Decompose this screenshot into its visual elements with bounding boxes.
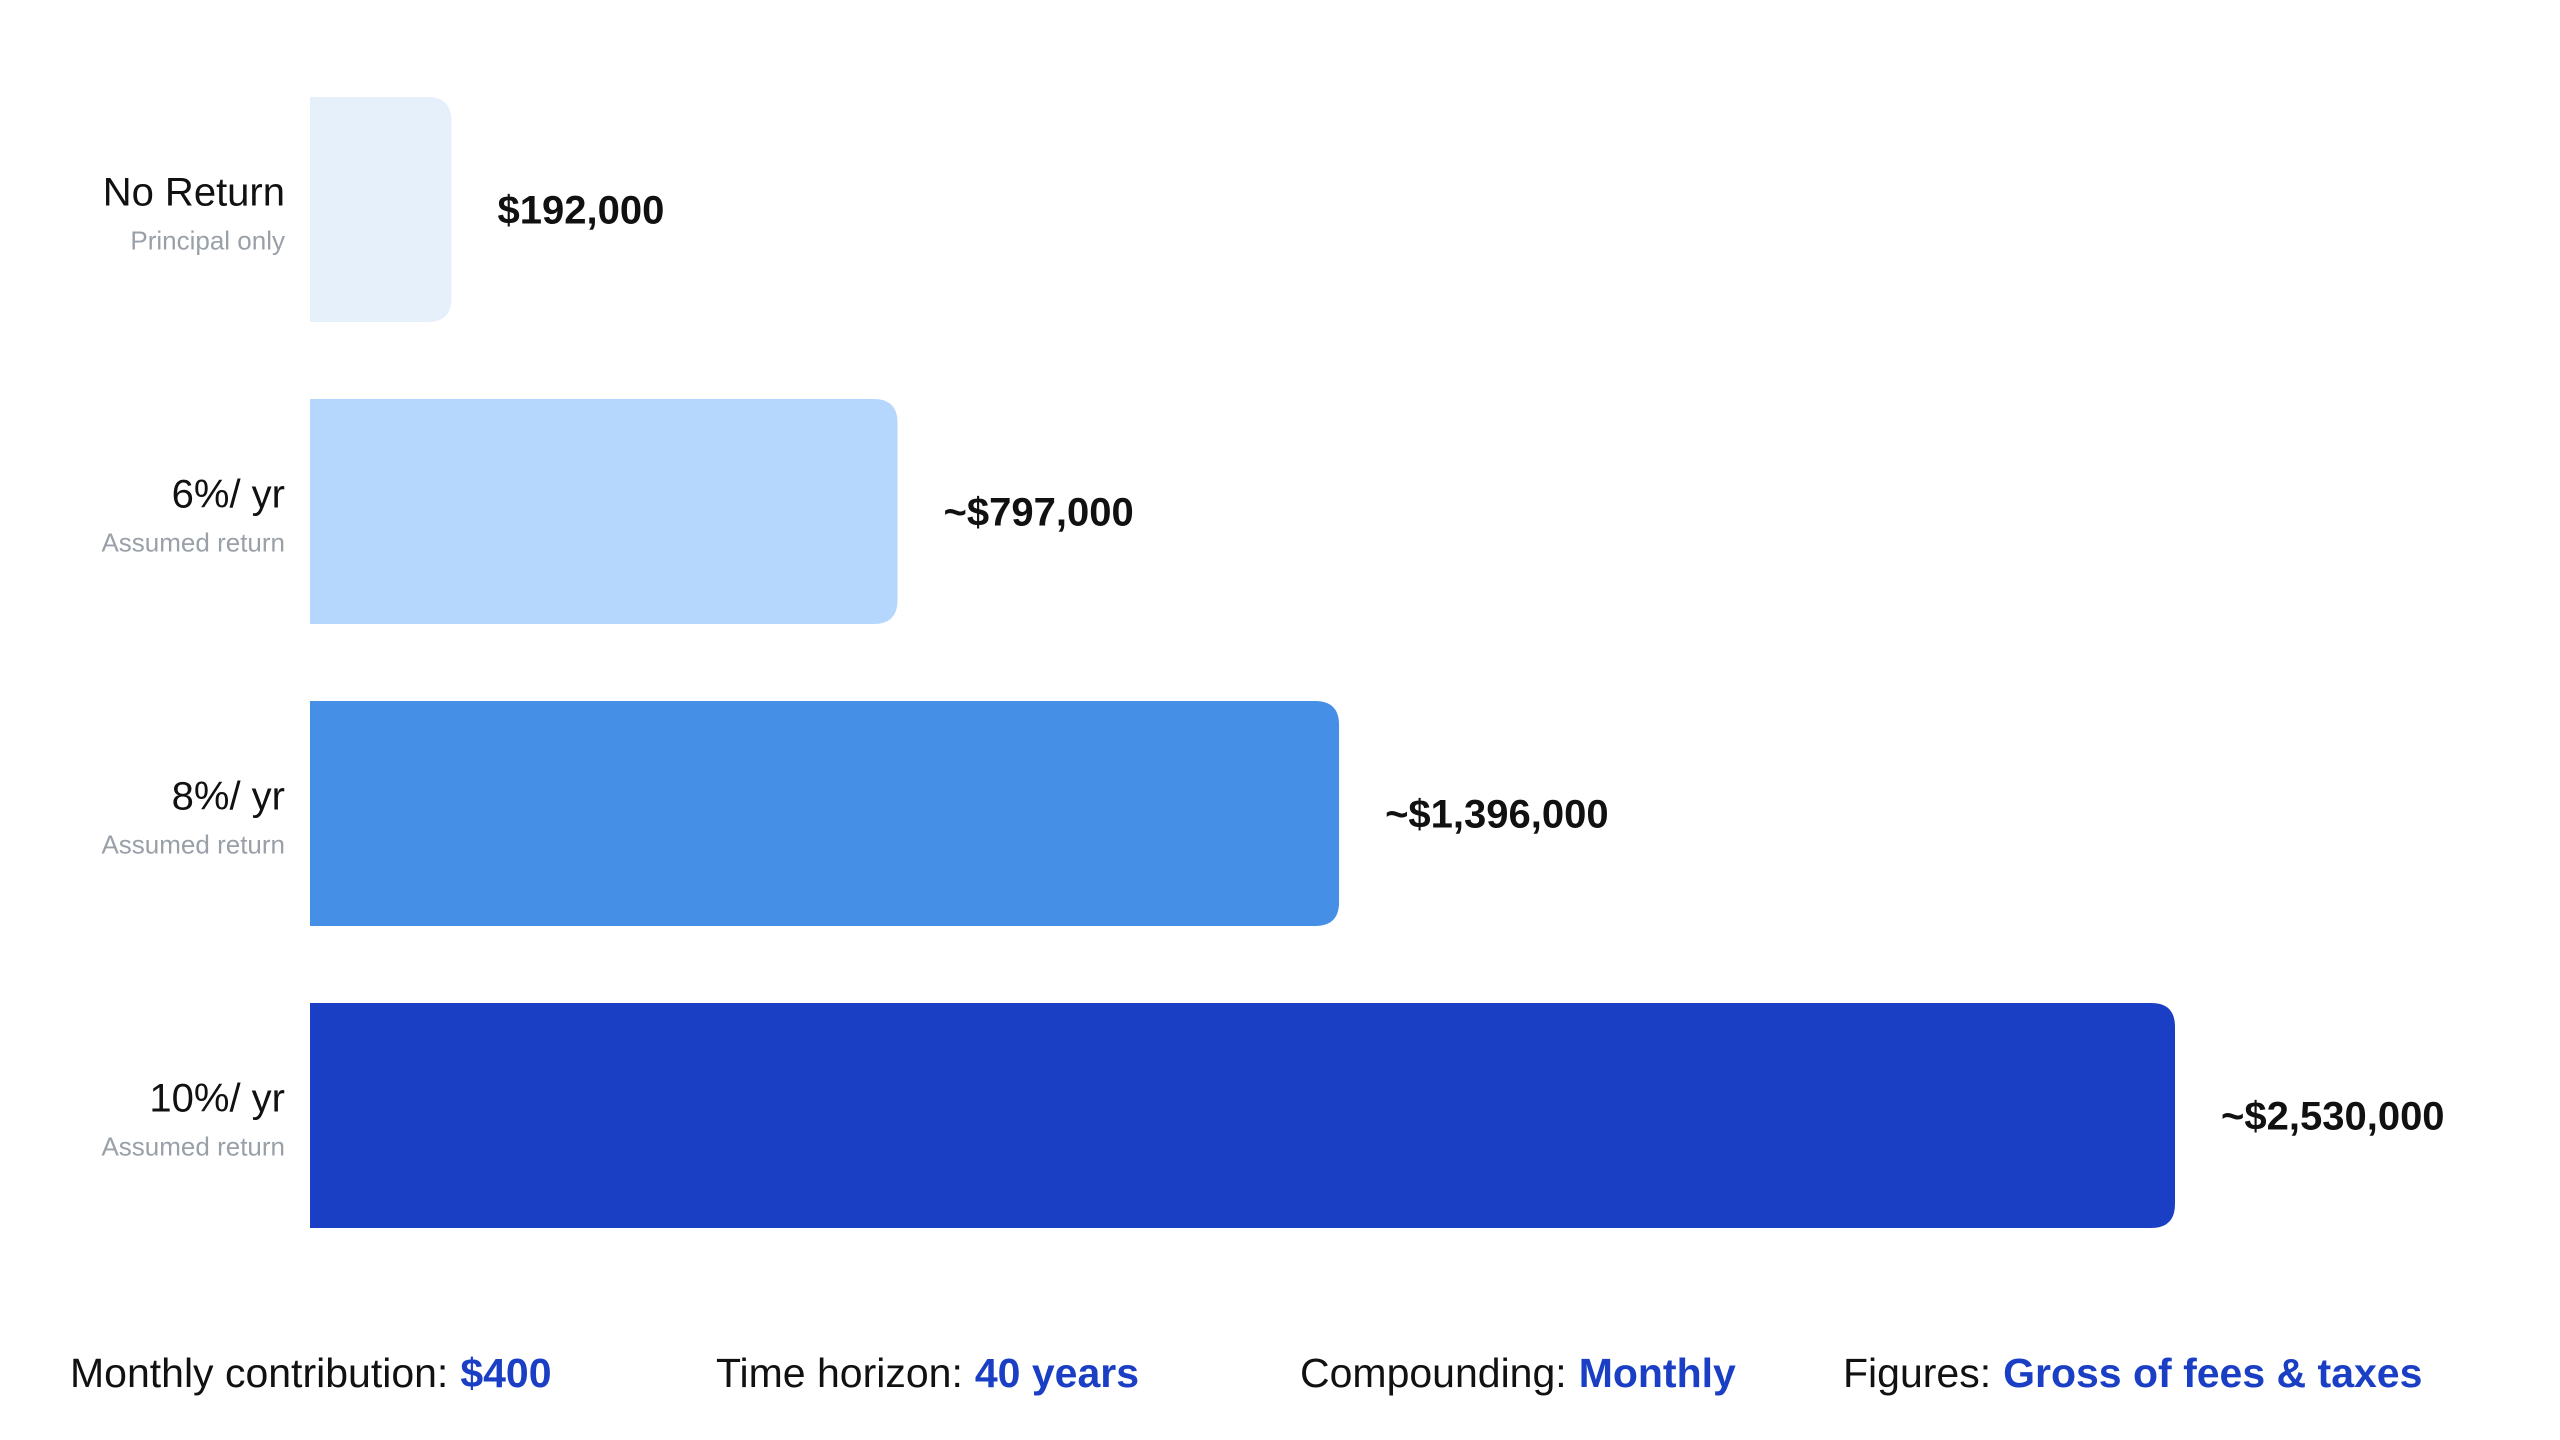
- footer-value: Monthly: [1578, 1349, 1736, 1396]
- footer-figures: Figures: Gross of fees & taxes: [1843, 1338, 2422, 1408]
- footer-compounding: Compounding: Monthly: [1300, 1338, 1736, 1408]
- category-sublabel: Assumed return: [101, 528, 285, 558]
- value-label: $192,000: [498, 189, 665, 233]
- category-sublabel: Assumed return: [101, 830, 285, 860]
- category-sublabel: Principal only: [130, 226, 285, 256]
- value-label: ~$1,396,000: [1385, 793, 1609, 837]
- footer-label: Time horizon:: [716, 1349, 963, 1396]
- footer-time-horizon: Time horizon: 40 years: [716, 1338, 1139, 1408]
- category-label: No Return: [103, 171, 285, 215]
- value-label: ~$797,000: [944, 491, 1134, 535]
- category-label: 6%/ yr: [172, 473, 285, 517]
- footer-label: Compounding:: [1300, 1349, 1567, 1396]
- category-sublabel: Assumed return: [101, 1132, 285, 1162]
- category-label: 10%/ yr: [149, 1077, 285, 1121]
- bar-chart: No Return Principal only $192,000 6%/ yr Ass…: [101, 97, 2445, 1228]
- bar-1: [310, 399, 898, 624]
- footer-value: $400: [460, 1349, 552, 1396]
- footer-monthly-contribution: Monthly contribution: $400: [70, 1338, 552, 1408]
- bar-3: [310, 1003, 2175, 1228]
- footer-value: 40 years: [974, 1349, 1140, 1396]
- footer-label: Monthly contribution:: [70, 1349, 449, 1396]
- bar-0: [310, 97, 452, 322]
- footer-label: Figures:: [1843, 1349, 1992, 1396]
- bar-2: [310, 701, 1340, 926]
- category-label: 8%/ yr: [172, 775, 285, 819]
- value-label: ~$2,530,000: [2221, 1095, 2445, 1139]
- footer-value: Gross of fees & taxes: [2003, 1349, 2423, 1396]
